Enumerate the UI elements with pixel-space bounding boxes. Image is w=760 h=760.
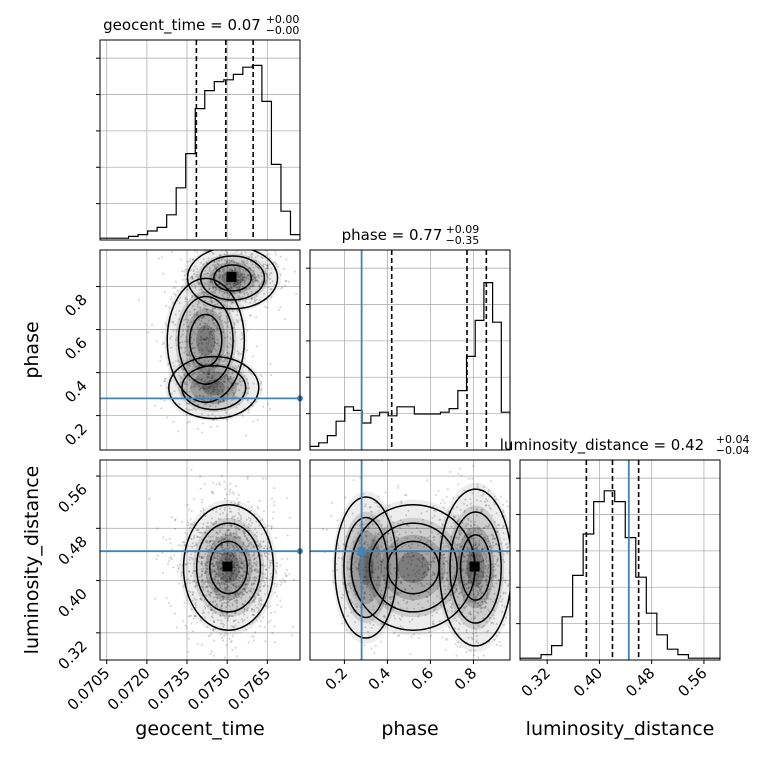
density-cells [332, 482, 510, 653]
contour-line [449, 511, 502, 624]
tick-label-luminosity_distance: 0.56 [54, 480, 90, 516]
contour-line [195, 522, 262, 613]
panel-frame [99, 249, 301, 451]
tick-label-luminosity_distance: 0.32 [518, 664, 554, 700]
contour-line [213, 264, 253, 292]
panel-frame [309, 249, 511, 451]
density-peak [222, 561, 233, 572]
truth-marker [357, 547, 366, 556]
panel-frame [519, 459, 721, 661]
xlabel-geocent_time: geocent_time [135, 718, 264, 740]
tick-label-luminosity_distance: 0.32 [54, 637, 90, 673]
contour-line [181, 364, 247, 411]
histogram-phase [310, 282, 510, 450]
tick-label-luminosity_distance: 0.48 [622, 664, 658, 700]
sample-points [322, 460, 510, 660]
tick-label-geocent_time: 0.0720 [104, 664, 154, 714]
tick-label-geocent_time: 0.0705 [64, 664, 114, 714]
contour-line [368, 522, 458, 613]
panel-frame [99, 39, 301, 241]
tick-label-phase: 0.2 [61, 420, 91, 450]
title-uncertainty-geocent_time: +0.00−0.00 [266, 13, 300, 37]
contour-line [459, 534, 492, 601]
histogram-luminosity_distance [520, 490, 720, 660]
tick-label-geocent_time: 0.0765 [224, 664, 274, 714]
title-luminosity_distance: luminosity_distance = 0.42 [500, 436, 704, 455]
ylabel-phase: phase [21, 321, 43, 378]
tick-label-luminosity_distance: 0.48 [54, 532, 90, 568]
panel-phase-phase [306, 249, 511, 451]
panel-phase-geocent_time: 0.2 0.4 0.6 0.8 [61, 249, 303, 451]
title-minus: −0.00 [266, 24, 300, 37]
histogram-geocent_time [100, 64, 300, 240]
title-uncertainty-luminosity_distance: +0.04−0.04 [716, 433, 750, 457]
tick-label-luminosity_distance: 0.56 [674, 664, 710, 700]
panel-frame [309, 459, 511, 661]
title-minus: −0.04 [716, 444, 750, 457]
panel-geocent_time-geocent_time [96, 39, 301, 241]
tick-label-phase: 0.6 [408, 664, 438, 694]
xlabel-phase: phase [381, 718, 438, 740]
panel-frame [99, 459, 301, 661]
title-plus: +0.09 [446, 223, 480, 236]
title-plus: +0.04 [716, 433, 750, 446]
title-minus: −0.35 [446, 234, 480, 247]
contour-line [199, 255, 266, 301]
contour-line [350, 504, 476, 631]
tick-label-luminosity_distance: 0.40 [54, 585, 90, 621]
density-peak [226, 271, 237, 282]
title-phase: phase = 0.77 [342, 226, 443, 244]
title-geocent_time: geocent_time = 0.07 [103, 16, 261, 35]
xlabel-luminosity_distance: luminosity_distance [526, 718, 715, 740]
tick-label-luminosity_distance: 0.40 [570, 664, 606, 700]
tick-label-phase: 0.4 [61, 377, 91, 407]
tick-label-phase: 0.4 [365, 664, 395, 694]
contour-line [334, 496, 398, 639]
contour-line [177, 295, 234, 385]
contour-line [186, 250, 279, 310]
tick-label-geocent_time: 0.0750 [184, 664, 234, 714]
ylabel-luminosity_distance: luminosity_distance [21, 466, 43, 655]
tick-label-phase: 0.8 [451, 664, 481, 694]
tick-label-geocent_time: 0.0735 [144, 664, 194, 714]
sample-points [148, 460, 295, 659]
tick-label-phase: 0.6 [61, 334, 91, 364]
contour-line [209, 540, 249, 595]
contour-line [166, 277, 246, 404]
title-plus: +0.00 [266, 13, 300, 26]
tick-label-phase: 0.8 [61, 291, 91, 321]
contour-line [182, 504, 275, 631]
contour-line [343, 516, 389, 619]
contour-line [168, 355, 260, 420]
panel-luminosity_distance-luminosity_distance: 0.32 0.40 0.48 0.56 [516, 459, 721, 700]
title-uncertainty-phase: +0.09−0.35 [446, 223, 480, 247]
tick-label-phase: 0.2 [322, 664, 352, 694]
panel-luminosity_distance-phase: 0.2 0.4 0.6 0.8 [309, 459, 511, 694]
